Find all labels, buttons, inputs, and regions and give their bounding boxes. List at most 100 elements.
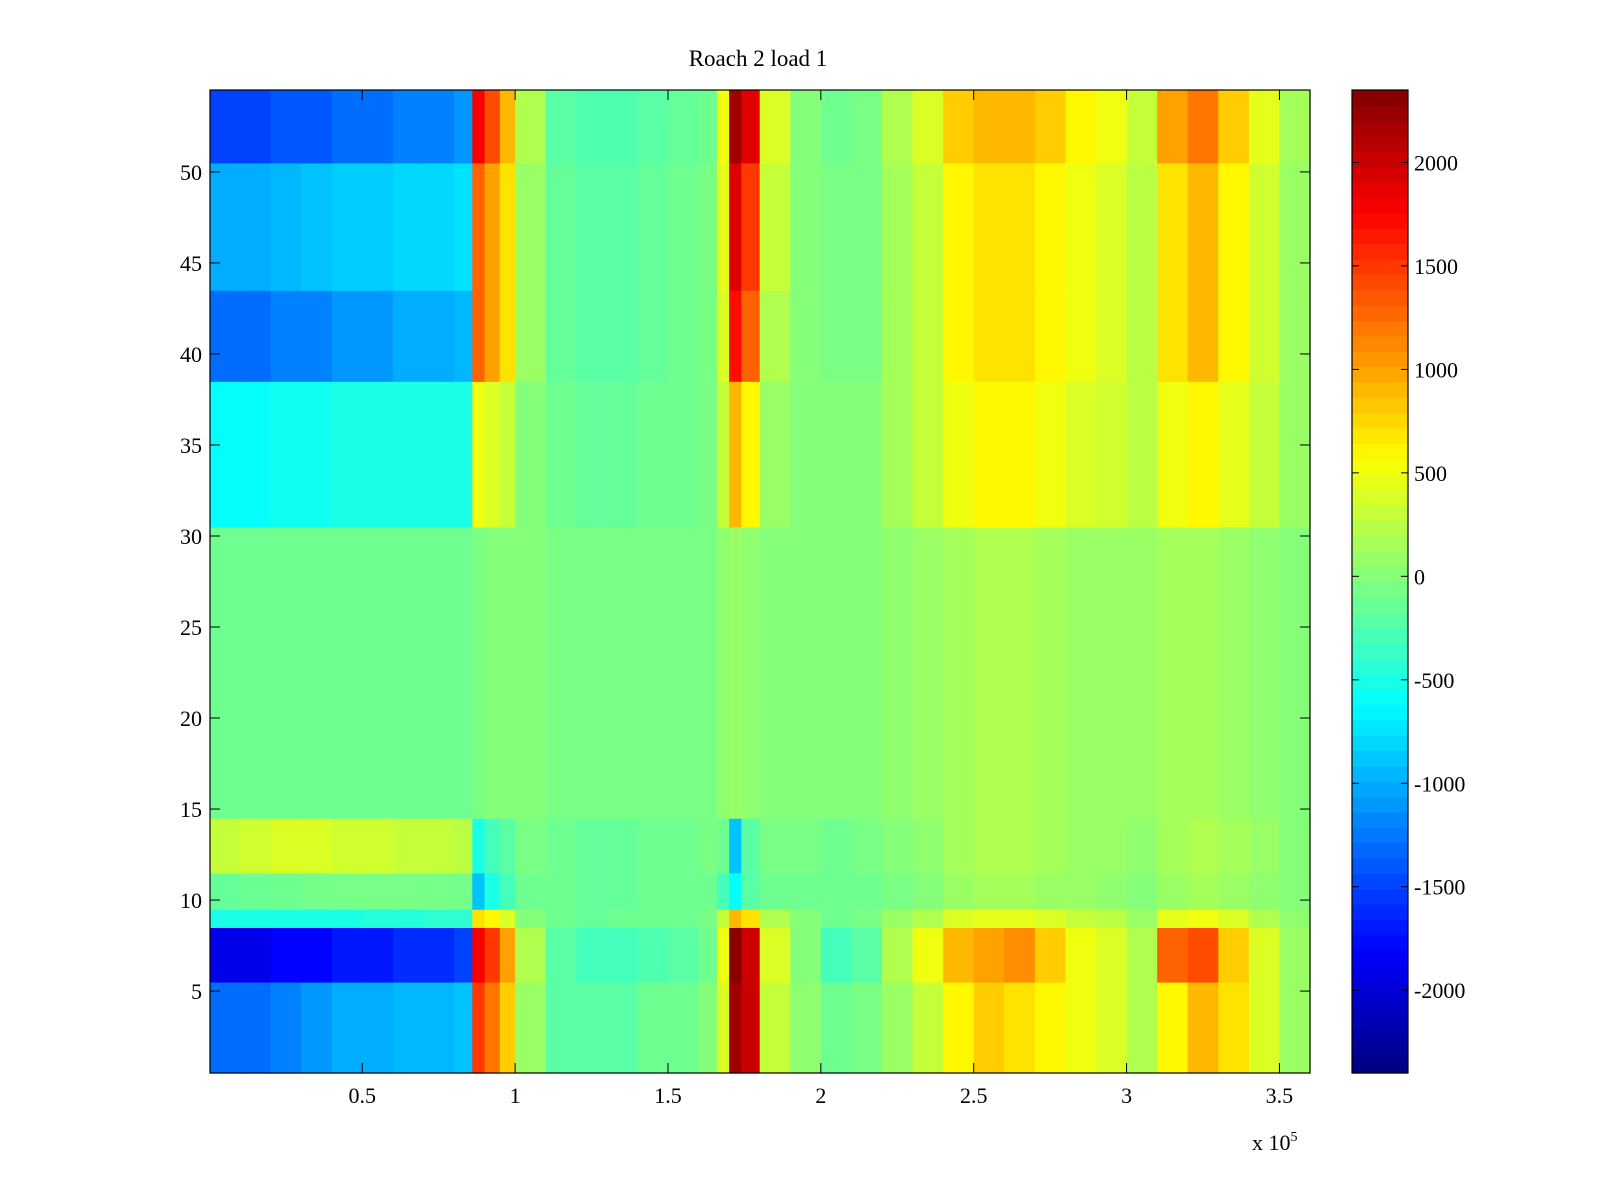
heatmap-cell	[1279, 981, 1311, 1074]
heatmap-cell	[545, 818, 577, 874]
colorbar-tick-label: 500	[1414, 461, 1447, 486]
heatmap-cell	[362, 90, 394, 164]
heatmap-cell	[210, 526, 241, 819]
heatmap-cell	[1065, 872, 1097, 910]
y-axis-ticks: 5 10 15 20 25 30 35 40 45 50	[180, 160, 1310, 1004]
heatmap-cell	[1248, 981, 1281, 1074]
heatmap-cell	[1157, 381, 1189, 528]
heatmap-cell	[606, 526, 638, 819]
heatmap-cell	[1248, 927, 1281, 983]
colorbar-tick-label: -1000	[1414, 771, 1465, 796]
heatmap-cell	[716, 290, 730, 382]
heatmap-cell	[484, 162, 501, 291]
heatmap-cell	[716, 927, 730, 983]
heatmap-cell	[362, 909, 394, 928]
heatmap-cell	[1004, 290, 1036, 382]
heatmap-cell	[392, 872, 424, 910]
x-tick-label: 1.5	[654, 1083, 682, 1108]
heatmap-cell	[301, 909, 333, 928]
heatmap-cell	[1187, 981, 1219, 1074]
y-tick-label: 25	[180, 615, 202, 640]
heatmap-cell	[423, 818, 455, 874]
heatmap-cell	[716, 872, 730, 910]
heatmap-cell	[1034, 381, 1067, 528]
colorbar-step	[1352, 182, 1408, 199]
heatmap-cell	[790, 526, 822, 819]
heatmap-cell	[453, 290, 473, 382]
heatmap-cell	[515, 927, 547, 983]
heatmap-cell	[1126, 872, 1158, 910]
heatmap-cell	[1248, 162, 1281, 291]
heatmap-cell	[820, 818, 853, 874]
heatmap-cell	[1218, 927, 1250, 983]
heatmap-cell	[729, 290, 742, 382]
heatmap-cell	[943, 90, 975, 164]
colorbar-step	[1352, 535, 1408, 552]
heatmap-cell	[790, 381, 822, 528]
colorbar-step	[1352, 811, 1408, 828]
heatmap-cell	[698, 981, 718, 1074]
heatmap-cell	[912, 162, 944, 291]
heatmap-cell	[637, 90, 669, 164]
heatmap-cell	[1218, 90, 1250, 164]
heatmap-cell	[472, 162, 486, 291]
heatmap-cell	[973, 981, 1005, 1074]
heatmap-cell	[515, 818, 547, 874]
heatmap-cell	[820, 927, 853, 983]
heatmap-cell	[472, 872, 486, 910]
heatmap-cell	[515, 162, 547, 291]
heatmap-cell	[881, 818, 914, 874]
heatmap-cell	[331, 381, 363, 528]
heatmap-cell	[729, 381, 742, 528]
heatmap-cell	[423, 381, 455, 528]
colorbar-tick-label: -2000	[1414, 978, 1465, 1003]
heatmap-cell	[576, 526, 608, 819]
colorbar-step	[1352, 888, 1408, 905]
colorbar-step	[1352, 1026, 1408, 1043]
colorbar-step	[1352, 1057, 1408, 1074]
heatmap-cell	[239, 818, 272, 874]
heatmap-cell	[759, 818, 791, 874]
heatmap-cell	[484, 872, 501, 910]
heatmap-cell	[1126, 90, 1158, 164]
heatmap-cell	[943, 381, 975, 528]
colorbar-step	[1352, 919, 1408, 936]
heatmap-cell	[820, 162, 853, 291]
heatmap-cell	[1187, 162, 1219, 291]
colorbar-step	[1352, 827, 1408, 844]
heatmap-cell	[515, 90, 547, 164]
heatmap-cell	[1095, 162, 1128, 291]
heatmap-cell	[1218, 909, 1250, 928]
heatmap-cell	[820, 526, 853, 819]
colorbar-step	[1352, 320, 1408, 337]
heatmap-cell	[790, 90, 822, 164]
heatmap-cell	[729, 90, 742, 164]
heatmap-cell	[1004, 381, 1036, 528]
heatmap-cell	[881, 872, 914, 910]
heatmap-cell	[331, 90, 363, 164]
colorbar-step	[1352, 796, 1408, 813]
heatmap-cell	[1065, 927, 1097, 983]
chart-title: Roach 2 load 1	[689, 46, 828, 71]
heatmap-cell	[270, 818, 302, 874]
heatmap-cell	[881, 909, 914, 928]
heatmap-cell	[576, 818, 608, 874]
heatmap-cell	[729, 927, 742, 983]
heatmap-cell	[392, 162, 424, 291]
heatmap-cell	[1065, 90, 1097, 164]
heatmap-cell	[667, 872, 700, 910]
heatmap-cell	[545, 290, 577, 382]
heatmap-cell	[453, 818, 473, 874]
heatmap-cell	[1065, 290, 1097, 382]
colorbar-step	[1352, 197, 1408, 214]
heatmap-cell	[1126, 162, 1158, 291]
x-tick-label: 2	[815, 1083, 826, 1108]
heatmap-cell	[1004, 909, 1036, 928]
heatmap-cell	[1218, 381, 1250, 528]
heatmap-cell	[1187, 290, 1219, 382]
heatmap-cell	[606, 981, 638, 1074]
x-axis-multiplier-exponent: 5	[1291, 1130, 1298, 1145]
y-tick-label: 45	[180, 251, 202, 276]
colorbar-step	[1352, 473, 1408, 490]
heatmap-cell	[1126, 909, 1158, 928]
